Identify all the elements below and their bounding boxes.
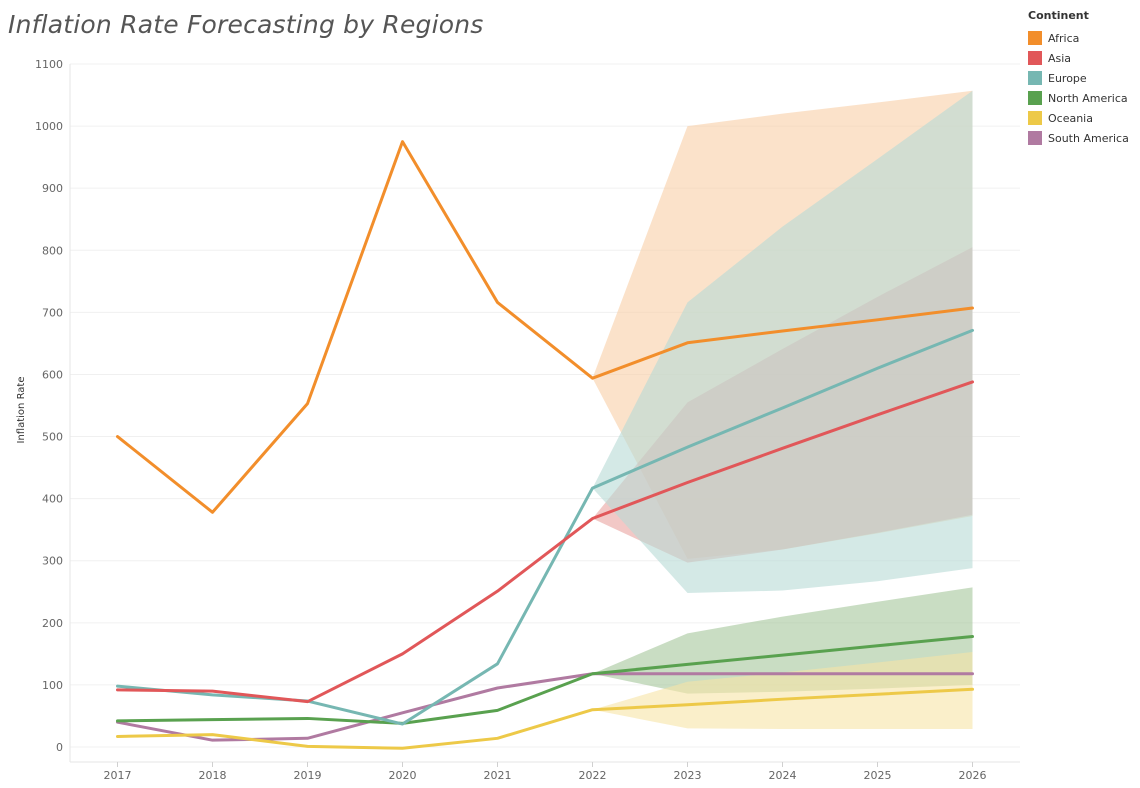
legend-label: Africa bbox=[1048, 31, 1080, 45]
y-tick-label: 600 bbox=[42, 368, 63, 381]
series-line-europe bbox=[116, 328, 974, 726]
legend-item-asia[interactable]: Asia bbox=[1028, 48, 1129, 68]
legend-swatch bbox=[1028, 71, 1042, 85]
chart-title: Inflation Rate Forecasting by Regions bbox=[8, 10, 484, 39]
series-line-africa bbox=[116, 140, 974, 514]
x-tick-label: 2021 bbox=[484, 769, 512, 782]
series-line-north-america bbox=[116, 634, 974, 725]
legend-item-europe[interactable]: Europe bbox=[1028, 68, 1129, 88]
legend-label: Oceania bbox=[1048, 111, 1093, 125]
y-axis-label: Inflation Rate bbox=[16, 377, 27, 444]
legend-items: Africa Asia Europe North America Oceania Sout… bbox=[1028, 28, 1129, 148]
x-tick-label: 2017 bbox=[104, 769, 132, 782]
x-tick-label: 2018 bbox=[199, 769, 227, 782]
y-tick-label: 700 bbox=[42, 306, 63, 319]
legend-item-oceania[interactable]: Oceania bbox=[1028, 108, 1129, 128]
x-tick-label: 2026 bbox=[959, 769, 987, 782]
y-tick-label: 300 bbox=[42, 555, 63, 568]
y-axis-ticks: 0 100 200 300 400 500 600 700 800 900 1000 1100 bbox=[35, 58, 63, 754]
legend-swatch bbox=[1028, 31, 1042, 45]
y-tick-label: 900 bbox=[42, 182, 63, 195]
legend-item-north-america[interactable]: North America bbox=[1028, 88, 1129, 108]
series-lines bbox=[116, 140, 974, 750]
legend-swatch bbox=[1028, 91, 1042, 105]
legend-label: North America bbox=[1048, 91, 1128, 105]
x-tick-label: 2019 bbox=[294, 769, 322, 782]
series-line-oceania bbox=[116, 687, 974, 750]
legend-item-south-america[interactable]: South America bbox=[1028, 128, 1129, 148]
legend-item-africa[interactable]: Africa bbox=[1028, 28, 1129, 48]
forecast-band-europe bbox=[592, 90, 973, 594]
y-tick-label: 0 bbox=[56, 741, 63, 754]
legend-label: South America bbox=[1048, 131, 1129, 145]
y-tick-label: 500 bbox=[42, 431, 63, 444]
y-tick-label: 1000 bbox=[35, 120, 63, 133]
legend-swatch bbox=[1028, 111, 1042, 125]
y-tick-label: 200 bbox=[42, 617, 63, 630]
forecast-band-oceania bbox=[592, 652, 973, 729]
x-tick-label: 2025 bbox=[864, 769, 892, 782]
series-line-asia bbox=[116, 380, 974, 704]
forecast-bands bbox=[592, 90, 973, 729]
legend-swatch bbox=[1028, 51, 1042, 65]
y-tick-label: 400 bbox=[42, 493, 63, 506]
x-tick-label: 2022 bbox=[579, 769, 607, 782]
y-tick-label: 100 bbox=[42, 679, 63, 692]
legend: Continent Africa Asia Europe North America O… bbox=[1028, 9, 1129, 148]
legend-title: Continent bbox=[1028, 9, 1089, 22]
legend-swatch bbox=[1028, 131, 1042, 145]
x-tick-label: 2024 bbox=[769, 769, 797, 782]
y-tick-label: 1100 bbox=[35, 58, 63, 71]
legend-label: Asia bbox=[1048, 51, 1072, 65]
y-tick-label: 800 bbox=[42, 244, 63, 257]
x-tick-label: 2023 bbox=[674, 769, 702, 782]
legend-label: Europe bbox=[1048, 71, 1087, 85]
x-tick-label: 2020 bbox=[389, 769, 417, 782]
x-axis-ticks: 2017 2018 2019 2020 2021 2022 2023 2024 2025 2026 bbox=[104, 762, 987, 782]
